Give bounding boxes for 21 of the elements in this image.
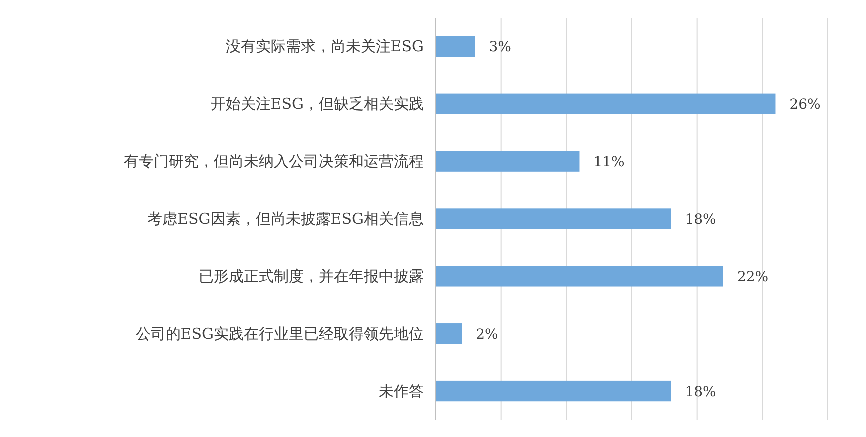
y-tick-label: 考虑ESG因素，但尚未披露ESG相关信息 bbox=[148, 210, 424, 228]
bar bbox=[436, 151, 580, 172]
data-label: 18% bbox=[685, 212, 716, 228]
y-tick-label: 公司的ESG实践在行业里已经取得领先地位 bbox=[136, 324, 424, 343]
bar bbox=[436, 380, 672, 402]
bar bbox=[436, 324, 462, 344]
data-label: 2% bbox=[476, 326, 498, 343]
y-tick-label: 没有实际需求，尚未关注ESG bbox=[226, 38, 424, 56]
y-tick-label: 未作答 bbox=[379, 382, 424, 400]
data-label: 22% bbox=[737, 269, 769, 286]
bar bbox=[436, 266, 724, 287]
data-label: 11% bbox=[594, 154, 625, 171]
bar bbox=[436, 94, 776, 114]
y-tick-label: 已形成正式制度，并在年报中披露 bbox=[199, 267, 424, 286]
data-label: 3% bbox=[489, 40, 512, 56]
bar bbox=[436, 208, 672, 230]
data-label: 26% bbox=[790, 97, 821, 114]
data-label: 18% bbox=[685, 384, 716, 400]
bar bbox=[436, 36, 476, 58]
y-tick-label: 有专门研究，但尚未纳入公司决策和运营流程 bbox=[124, 152, 424, 171]
y-tick-label: 开始关注ESG，但缺乏相关实践 bbox=[210, 95, 424, 114]
